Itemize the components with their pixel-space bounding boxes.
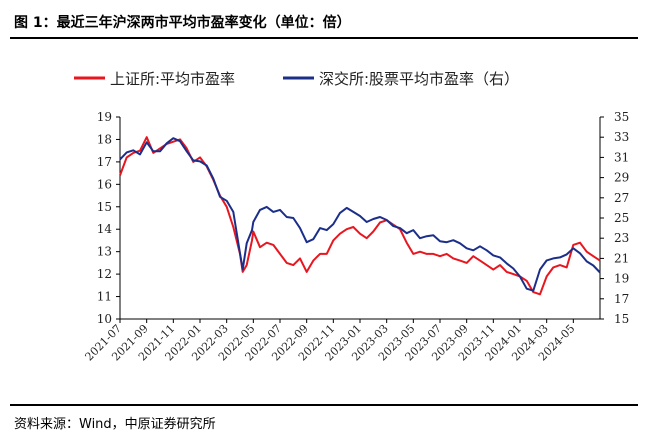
- top-rule: [10, 37, 638, 39]
- left-tick-label: 16: [97, 177, 112, 191]
- right-tick-label: 17: [614, 292, 629, 306]
- right-tick-label: 15: [614, 312, 629, 326]
- series-line-shanghai: [119, 136, 601, 296]
- right-tick-label: 27: [614, 191, 629, 205]
- left-tick-label: 10: [97, 312, 112, 326]
- right-tick-label: 29: [614, 171, 629, 185]
- left-tick-label: 15: [97, 200, 112, 214]
- left-tick-label: 19: [97, 110, 112, 124]
- right-tick-label: 21: [614, 251, 629, 265]
- right-tick-label: 35: [614, 110, 629, 124]
- left-tick-label: 17: [97, 155, 112, 169]
- right-tick-label: 23: [614, 231, 629, 245]
- right-tick-label: 31: [614, 150, 629, 164]
- left-tick-label: 13: [97, 245, 112, 259]
- chart-title: 图 1：最近三年沪深两市平均市盈率变化（单位：倍）: [14, 15, 351, 31]
- bottom-rule: [10, 404, 638, 406]
- left-tick-label: 18: [97, 132, 112, 146]
- left-tick-label: 12: [97, 267, 112, 281]
- source-note: 资料来源：Wind，中原证券研究所: [14, 417, 216, 432]
- left-tick-label: 14: [97, 222, 113, 236]
- right-tick-label: 25: [614, 211, 629, 225]
- legend-label-shanghai: 上证所:平均市盈率: [110, 70, 235, 88]
- right-tick-label: 33: [614, 130, 629, 144]
- left-tick-label: 11: [97, 290, 112, 304]
- right-tick-label: 19: [614, 272, 629, 286]
- series-line-shenzhen: [119, 137, 601, 292]
- legend-label-shenzhen: 深交所:股票平均市盈率（右）: [319, 70, 519, 88]
